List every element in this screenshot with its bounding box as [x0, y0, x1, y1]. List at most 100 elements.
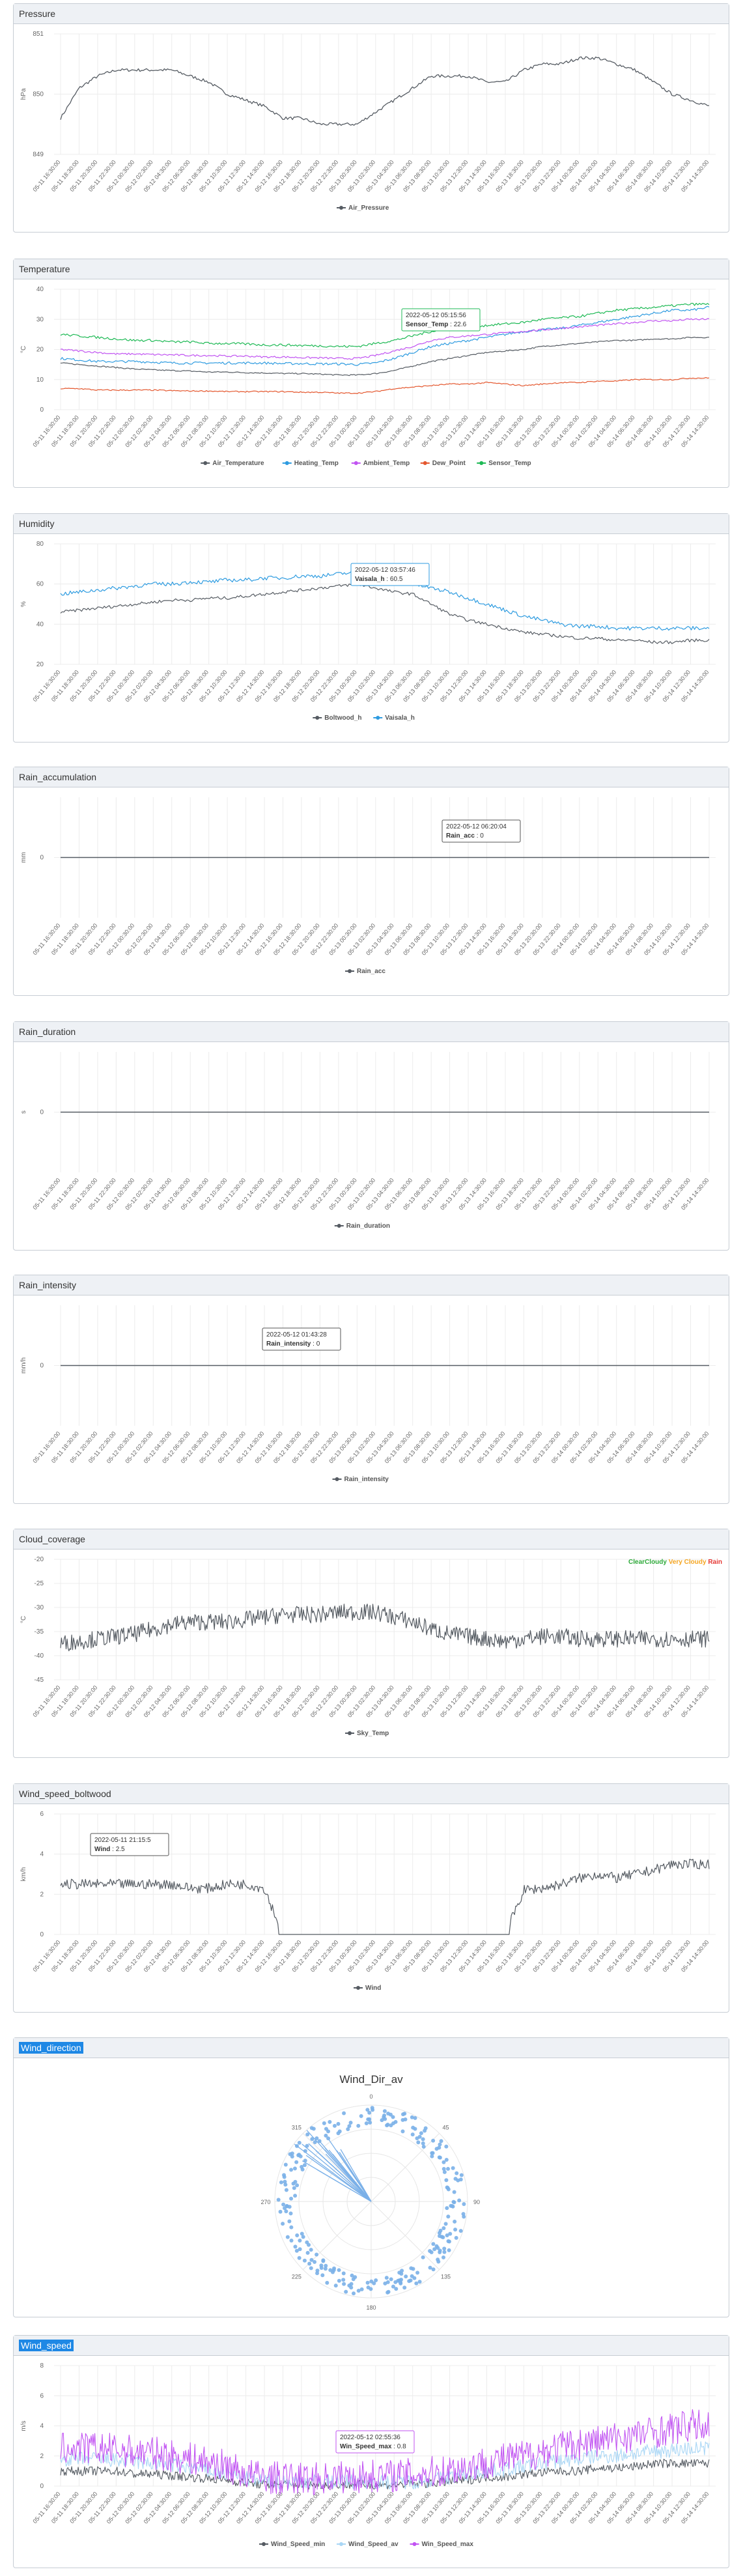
- data-point: [324, 2263, 328, 2268]
- legend-label: Rain_acc: [357, 968, 386, 975]
- data-point: [298, 2247, 302, 2252]
- data-point: [448, 2231, 453, 2236]
- data-point: [458, 2177, 463, 2182]
- wind-direction-panel: Wind_direction Wind_Dir_av 0 45 90 135 180 225…: [13, 2037, 729, 2317]
- data-point: [454, 2235, 458, 2240]
- y-tick-label: -30: [35, 1604, 44, 1611]
- legend-label: Ambient_Temp: [363, 460, 410, 467]
- data-point: [413, 2116, 417, 2120]
- data-point: [302, 2258, 307, 2263]
- data-point: [400, 2269, 404, 2273]
- data-point: [386, 2112, 391, 2116]
- data-point: [442, 2166, 446, 2171]
- data-point: [283, 2183, 288, 2187]
- data-point: [442, 2250, 447, 2254]
- data-point: [365, 2108, 370, 2112]
- data-point: [444, 2157, 449, 2162]
- data-point: [430, 2151, 435, 2155]
- data-point: [367, 2117, 372, 2121]
- data-point: [346, 2127, 350, 2131]
- data-point: [295, 2183, 300, 2188]
- rain-intensity-panel: Rain_intensity 05-11 16:30:00 05-11 18:30…: [13, 1275, 729, 1504]
- y-axis-label: mm/h: [20, 1357, 27, 1374]
- data-point: [319, 2263, 324, 2268]
- y-tick-label: 851: [33, 31, 44, 38]
- data-point: [324, 2133, 328, 2138]
- y-tick-label: -45: [35, 1677, 44, 1684]
- tooltip-box: [262, 1327, 341, 1351]
- data-point: [384, 2276, 389, 2280]
- y-axis-label: km/h: [20, 1867, 27, 1882]
- tooltip-value: Wind : 2.5: [94, 1846, 125, 1853]
- data-point: [417, 2280, 422, 2284]
- data-point: [289, 2225, 294, 2229]
- data-point: [431, 2267, 436, 2272]
- data-point: [294, 2160, 299, 2164]
- y-tick-label: 10: [36, 376, 44, 384]
- y-tick-label: 0: [40, 1931, 44, 1938]
- data-point: [320, 2273, 325, 2278]
- y-tick-label: -20: [35, 1556, 44, 1563]
- data-point: [305, 2250, 310, 2255]
- data-point: [391, 2284, 395, 2289]
- data-point: [445, 2206, 449, 2211]
- data-point: [301, 2235, 305, 2239]
- tooltip-value: Vaisala_h : 60.5: [355, 576, 403, 583]
- tooltip: 2022-05-11 21:15:5 Wind : 2.5: [90, 1833, 169, 1856]
- panel-title: Temperature: [14, 259, 729, 279]
- tooltip-box: [442, 819, 521, 843]
- data-point: [281, 2202, 286, 2207]
- legend-marker: [335, 1477, 339, 1481]
- tooltip-value: Sensor_Temp : 22.6: [406, 321, 467, 328]
- data-point: [457, 2198, 462, 2203]
- data-spike: [315, 2150, 372, 2202]
- y-axis-label: °C: [20, 1616, 27, 1623]
- data-point: [386, 2122, 390, 2127]
- data-point: [305, 2144, 309, 2148]
- polar-grid-spoke: [302, 2201, 372, 2271]
- wind-speed-boltwood-panel: Wind_speed_boltwood 05-11 16:30:00 05-11 …: [13, 1783, 729, 2013]
- data-point: [279, 2180, 283, 2185]
- data-point: [337, 2268, 341, 2272]
- data-point: [382, 2109, 387, 2114]
- legend-label: Sky_Temp: [357, 1730, 389, 1737]
- data-point: [399, 2272, 404, 2276]
- data-point: [328, 2119, 332, 2124]
- data-point: [383, 2281, 387, 2286]
- legend-label: Wind: [365, 1985, 381, 1992]
- data-point: [445, 2186, 450, 2190]
- clear-label: Clear: [628, 1559, 645, 1566]
- data-point: [305, 2132, 310, 2137]
- data-point: [402, 2112, 407, 2116]
- data-point: [315, 2136, 319, 2141]
- wind-direction-chart[interactable]: Wind_Dir_av 0 45 90 135 180 225 270 315: [14, 2058, 729, 2317]
- data-point: [336, 2131, 341, 2136]
- data-point: [393, 2119, 398, 2124]
- data-point: [404, 2274, 408, 2279]
- legend-label: Sensor_Temp: [488, 460, 531, 467]
- data-point: [302, 2163, 307, 2168]
- angle-label: 180: [366, 2304, 376, 2311]
- data-point: [295, 2233, 300, 2237]
- series-line: [60, 336, 710, 376]
- tooltip: 2022-05-12 01:43:28 Rain_intensity : 0: [262, 1327, 341, 1351]
- tooltip-time: 2022-05-12 01:43:28: [266, 1331, 327, 1338]
- data-point: [436, 2246, 440, 2250]
- legend-label: Wind_Speed_av: [348, 2541, 399, 2548]
- data-point: [403, 2117, 408, 2122]
- y-tick-label: 80: [36, 541, 44, 548]
- data-point: [423, 2129, 427, 2133]
- series-line: [60, 2459, 710, 2490]
- data-point: [410, 2115, 414, 2119]
- data-point: [462, 2202, 466, 2207]
- angle-label: 225: [292, 2274, 301, 2280]
